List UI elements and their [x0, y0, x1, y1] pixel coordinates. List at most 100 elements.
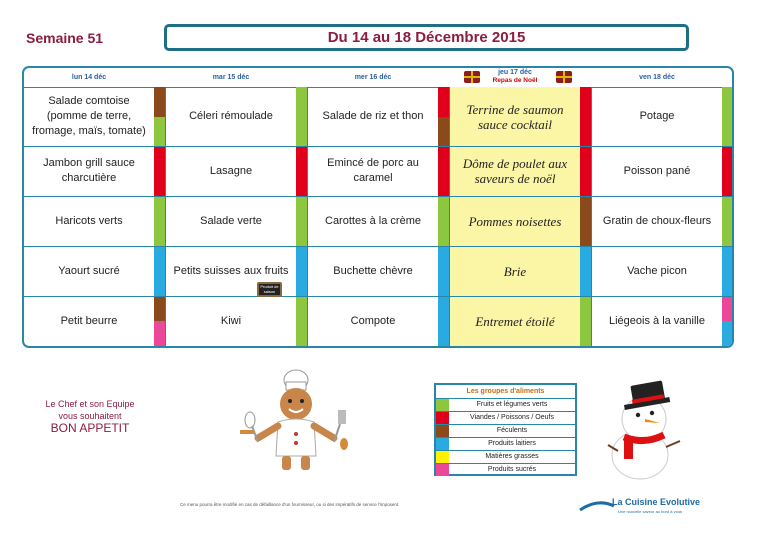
meal-cell: Petits suisses aux fruits — [173, 264, 289, 277]
row-divider — [24, 296, 732, 297]
food-group-marker — [722, 321, 732, 346]
legend-item: Féculents — [436, 424, 575, 437]
legend-swatch — [436, 451, 449, 463]
day-header-3: jeu 17 déc Repas de Noël — [450, 68, 580, 87]
legend-label: Viandes / Poissons / Oeufs — [470, 414, 554, 421]
legend-swatch — [436, 438, 449, 450]
column-divider — [449, 87, 450, 346]
day-sublabel: Repas de Noël — [492, 77, 538, 84]
legend-label: Matières grasses — [485, 453, 539, 460]
row-divider — [24, 246, 732, 247]
header-divider — [24, 87, 732, 88]
meal-cell: Entremet étoilé — [450, 296, 580, 346]
food-group-marker — [580, 146, 592, 196]
meal-cell: Brie — [450, 246, 580, 296]
food-group-marker — [438, 196, 450, 246]
logo-name: La Cuisine Evolutive — [612, 497, 701, 507]
logo-tagline: Une nouvelle saveur au bord à vous — [618, 509, 683, 514]
food-group-marker — [296, 196, 308, 246]
meal-cell: Kiwi — [220, 314, 242, 327]
food-group-marker — [154, 146, 166, 196]
column-divider — [165, 87, 166, 346]
legend-label: Produits laitiers — [488, 440, 536, 447]
food-group-marker — [154, 246, 166, 296]
day-header-0: lun 14 déc — [24, 68, 154, 87]
logo-swoosh-icon — [579, 501, 615, 512]
meal-cell: Emincé de porc au caramel — [327, 157, 419, 184]
legend-item: Produits sucrés — [436, 463, 575, 476]
food-group-marker — [296, 87, 308, 146]
gingerbread-chef-image — [240, 369, 348, 470]
day-label: ven 18 déc — [639, 74, 675, 81]
disclaimer-text: Ce menu pourra être modifié en cas de dé… — [180, 502, 400, 507]
food-group-marker — [154, 321, 166, 346]
meal-cell: Gratin de choux-fleurs — [602, 214, 712, 227]
food-group-marker — [154, 296, 166, 321]
food-group-marker — [722, 146, 732, 196]
gift-icon — [464, 71, 480, 83]
legend-item: Fruits et légumes verts — [436, 398, 575, 411]
day-header-1: mar 15 déc — [166, 68, 296, 87]
food-group-marker — [296, 146, 308, 196]
legend-label: Féculents — [496, 427, 528, 434]
chef-message-line3: BON APPETIT — [50, 421, 130, 435]
column-divider — [591, 87, 592, 346]
meal-cell: Compote — [350, 314, 396, 327]
food-group-marker — [154, 196, 166, 246]
column-divider — [307, 87, 308, 346]
food-group-marker — [438, 87, 450, 117]
date-range-box: Du 14 au 18 Décembre 2015 — [164, 24, 689, 51]
day-header-4: ven 18 déc — [592, 68, 722, 87]
legend-item: Produits laitiers — [436, 437, 575, 450]
menu-table: lun 14 déc mar 15 déc mer 16 déc jeu 17 déc… — [22, 66, 734, 348]
food-group-marker — [722, 196, 732, 246]
meal-cell: Buchette chèvre — [333, 264, 413, 277]
food-group-marker — [438, 296, 450, 346]
legend-swatch — [436, 425, 449, 437]
meal-cell: Lasagne — [209, 164, 253, 177]
row-divider — [24, 146, 732, 147]
food-group-marker — [580, 87, 592, 146]
meal-cell: Salade de riz et thon — [322, 110, 424, 122]
food-group-marker — [580, 246, 592, 296]
meal-cell: Liégeois à la vanille — [608, 314, 705, 327]
meal-cell: Terrine de saumon sauce cocktail — [450, 87, 580, 146]
food-group-marker — [438, 146, 450, 196]
meal-cell: Pommes noisettes — [450, 196, 580, 246]
chef-message: Le Chef et son Equipe vous souhaitent BO… — [30, 398, 150, 434]
meal-cell: Carottes à la crème — [325, 214, 421, 227]
food-group-marker — [296, 296, 308, 346]
food-group-marker — [296, 246, 308, 296]
meal-cell: Salade comtoise (pomme de terre, fromage… — [32, 95, 146, 137]
food-group-marker — [580, 196, 592, 246]
legend-item: Matières grasses — [436, 450, 575, 463]
day-header-2: mer 16 déc — [308, 68, 438, 87]
day-label: jeu 17 déc — [498, 69, 532, 76]
week-label: Semaine 51 — [26, 30, 104, 46]
meal-cell: Yaourt sucré — [58, 264, 120, 277]
meal-cell: Jambon grill sauce charcutière — [43, 157, 135, 184]
legend-label: Fruits et légumes verts — [476, 401, 548, 408]
legend-swatch — [436, 412, 449, 424]
legend-label: Produits sucrés — [487, 466, 537, 473]
chef-message-line1: Le Chef et son Equipe — [45, 399, 135, 409]
row-divider — [24, 196, 732, 197]
day-label: mar 15 déc — [212, 74, 250, 81]
food-groups-legend: Les groupes d'aliments Fruits et légumes… — [434, 383, 577, 476]
meal-cell: Potage — [639, 110, 675, 122]
legend-item: Viandes / Poissons / Oeufs — [436, 411, 575, 424]
food-group-marker — [722, 87, 732, 146]
legend-swatch — [436, 464, 449, 476]
day-label: lun 14 déc — [71, 74, 107, 81]
food-group-marker — [154, 87, 166, 117]
legend-title: Les groupes d'aliments — [466, 388, 545, 395]
day-label: mer 16 déc — [354, 74, 392, 81]
meal-cell: Petit beurre — [60, 314, 118, 327]
food-group-marker — [722, 246, 732, 296]
meal-cell: Salade verte — [200, 214, 262, 227]
gift-icon — [556, 71, 572, 83]
meal-cell: Dôme de poulet aux saveurs de noël — [450, 146, 580, 196]
food-group-marker — [722, 296, 732, 321]
meal-cell: Haricots verts — [55, 214, 123, 227]
food-group-marker — [580, 296, 592, 346]
